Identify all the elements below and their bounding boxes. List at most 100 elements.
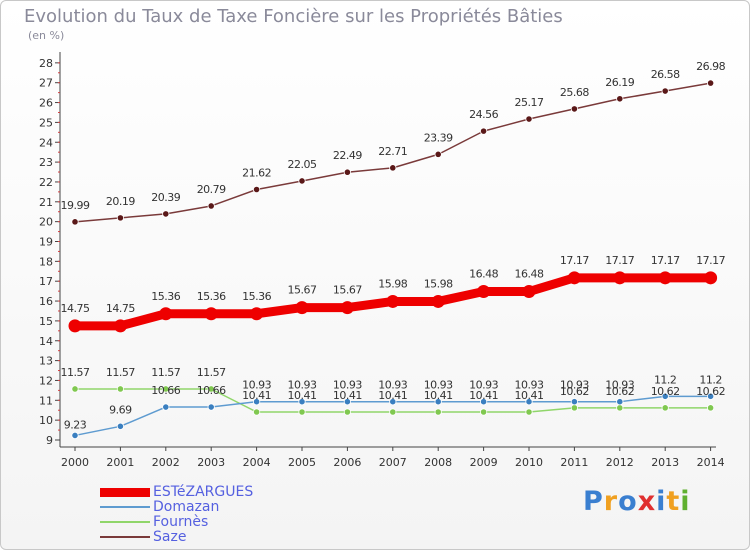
y-tick-label-14: 14: [39, 335, 53, 348]
data-label-fourns-2005: 10.41: [288, 389, 317, 402]
data-label-saze-2002: 20.39: [151, 191, 180, 204]
x-tick-label-2009: 2009: [470, 456, 498, 469]
data-label-saze-2001: 20.19: [106, 195, 135, 208]
y-tick-label-12: 12: [39, 374, 53, 387]
legend-swatch-fournes: [100, 521, 150, 523]
point-fourns-2007: [389, 408, 397, 416]
data-label-domazan-2005: 10.93: [288, 379, 317, 392]
x-tick-label-2005: 2005: [288, 456, 316, 469]
point-domazan-2013: [661, 392, 669, 400]
point-estzargues-2014: [704, 271, 718, 285]
data-label-fourns-2000: 11.57: [61, 366, 90, 379]
y-tick-label-23: 23: [39, 156, 53, 169]
point-estzargues-2005: [295, 301, 309, 315]
y-tick-label-22: 22: [39, 176, 53, 189]
data-label-fourns-2002: 11.57: [151, 366, 180, 379]
y-tick-label-24: 24: [39, 136, 53, 149]
legend-item-fournes: Fournès: [100, 514, 300, 530]
point-saze-2007: [389, 164, 397, 172]
data-label-estzargues-2008: 15.98: [424, 277, 453, 290]
point-saze-2004: [253, 185, 261, 194]
data-label-estzargues-2003: 15.36: [197, 290, 226, 303]
point-domazan-2008: [434, 398, 442, 406]
data-label-domazan-2001: 9.69: [109, 403, 132, 416]
legend-swatch-estezargues: [100, 488, 150, 497]
x-tick-label-2000: 2000: [61, 456, 89, 469]
point-domazan-2011: [570, 398, 579, 406]
data-label-fourns-2008: 10.41: [424, 389, 453, 402]
data-label-domazan-2011: 10.93: [560, 379, 589, 392]
y-axis-unit-label: (en %): [28, 29, 65, 42]
y-tick-label-11: 11: [39, 394, 53, 407]
point-domazan-2002: [162, 403, 170, 411]
point-domazan-2009: [479, 398, 488, 406]
data-label-domazan-2008: 10.93: [424, 379, 453, 392]
legend-label-domazan: Domazan: [153, 499, 220, 515]
legend: ESTéZARGUES Domazan Fournès Saze: [100, 484, 300, 545]
x-tick-label-2011: 2011: [560, 456, 588, 469]
data-label-domazan-2012: 10.93: [605, 379, 634, 392]
point-saze-2005: [298, 177, 306, 185]
data-label-fourns-2003: 11.57: [197, 366, 226, 379]
y-tick-label-20: 20: [39, 216, 53, 229]
point-estzargues-2009: [477, 285, 491, 299]
x-tick-label-2002: 2002: [152, 456, 180, 469]
point-estzargues-2003: [204, 307, 218, 321]
data-label-saze-2004: 21.62: [242, 166, 271, 179]
point-domazan-2012: [616, 398, 624, 406]
point-domazan-2007: [389, 398, 397, 406]
y-tick-label-19: 19: [39, 236, 53, 249]
point-estzargues-2001: [113, 319, 127, 333]
x-tick-label-2006: 2006: [333, 456, 361, 469]
data-label-estzargues-2010: 16.48: [515, 268, 544, 281]
data-label-estzargues-2009: 16.48: [469, 268, 498, 281]
data-label-saze-2000: 19.99: [61, 199, 90, 212]
data-label-fourns-2012: 10.62: [605, 385, 634, 398]
data-label-domazan-2007: 10.93: [378, 379, 407, 392]
data-label-fourns-2010: 10.41: [515, 389, 544, 402]
point-saze-2013: [661, 87, 669, 95]
point-saze-2000: [71, 218, 79, 226]
legend-item-domazan: Domazan: [100, 499, 300, 515]
point-estzargues-2002: [159, 307, 173, 321]
x-tick-label-2014: 2014: [697, 456, 725, 469]
data-label-domazan-2009: 10.93: [469, 379, 498, 392]
point-saze-2014: [706, 79, 715, 87]
data-label-fourns-2009: 10.41: [469, 389, 498, 402]
data-label-domazan-2004: 10.93: [242, 379, 271, 392]
data-label-saze-2010: 25.17: [515, 96, 544, 109]
data-label-domazan-2002: 10.66: [151, 384, 180, 397]
x-tick-label-2004: 2004: [243, 456, 271, 469]
data-label-domazan-2010: 10.93: [515, 379, 544, 392]
point-saze-2011: [570, 105, 579, 113]
data-label-estzargues-2014: 17.17: [696, 254, 725, 267]
legend-label-saze: Saze: [153, 529, 187, 545]
point-fourns-2014: [706, 404, 715, 412]
x-tick-label-2008: 2008: [424, 456, 452, 469]
point-domazan-2005: [298, 398, 306, 406]
point-fourns-2011: [570, 404, 579, 412]
point-domazan-2006: [343, 398, 351, 406]
x-tick-label-2007: 2007: [379, 456, 407, 469]
point-saze-2012: [616, 95, 624, 103]
data-label-saze-2012: 26.19: [605, 76, 634, 89]
data-label-estzargues-2000: 14.75: [61, 302, 90, 315]
point-estzargues-2010: [522, 285, 536, 299]
data-label-fourns-2007: 10.41: [378, 389, 407, 402]
point-estzargues-2007: [386, 294, 400, 308]
legend-swatch-domazan: [100, 506, 150, 508]
legend-label-estezargues: ESTéZARGUES: [153, 484, 254, 500]
chart-title: Evolution du Taux de Taxe Foncière sur l…: [24, 6, 563, 27]
y-tick-label-25: 25: [39, 116, 53, 129]
x-tick-label-2013: 2013: [651, 456, 679, 469]
data-label-domazan-2000: 9.23: [64, 418, 87, 431]
point-estzargues-2011: [567, 271, 581, 285]
data-label-estzargues-2013: 17.17: [651, 254, 680, 267]
data-label-saze-2005: 22.05: [288, 158, 317, 171]
data-label-estzargues-2007: 15.98: [378, 277, 407, 290]
point-estzargues-2000: [68, 319, 82, 333]
y-tick-label-28: 28: [39, 57, 53, 70]
point-fourns-2009: [479, 408, 488, 416]
point-estzargues-2013: [658, 271, 672, 285]
point-fourns-2005: [298, 408, 306, 416]
